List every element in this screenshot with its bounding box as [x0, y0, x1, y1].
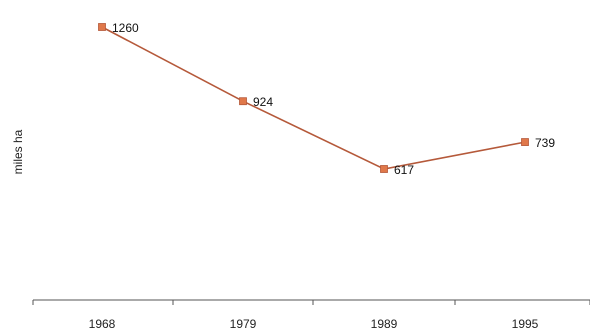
y-axis-label: miles ha: [11, 129, 25, 174]
x-tick-label: 1989: [371, 317, 398, 331]
x-tick-label: 1995: [512, 317, 539, 331]
data-label: 617: [394, 163, 414, 177]
data-point-marker: [98, 23, 106, 31]
x-tick-label: 1979: [230, 317, 257, 331]
data-point-marker: [521, 138, 529, 146]
data-point-marker: [239, 97, 247, 106]
plot-area: 1968 1979 1989 1995 1260 924 617 739: [32, 21, 590, 331]
data-point-marker: [380, 165, 388, 173]
data-label: 924: [253, 95, 273, 109]
x-tick-label: 1968: [89, 317, 116, 331]
series-line: [101, 26, 526, 170]
data-label: 1260: [112, 21, 139, 35]
data-label: 739: [535, 136, 555, 150]
